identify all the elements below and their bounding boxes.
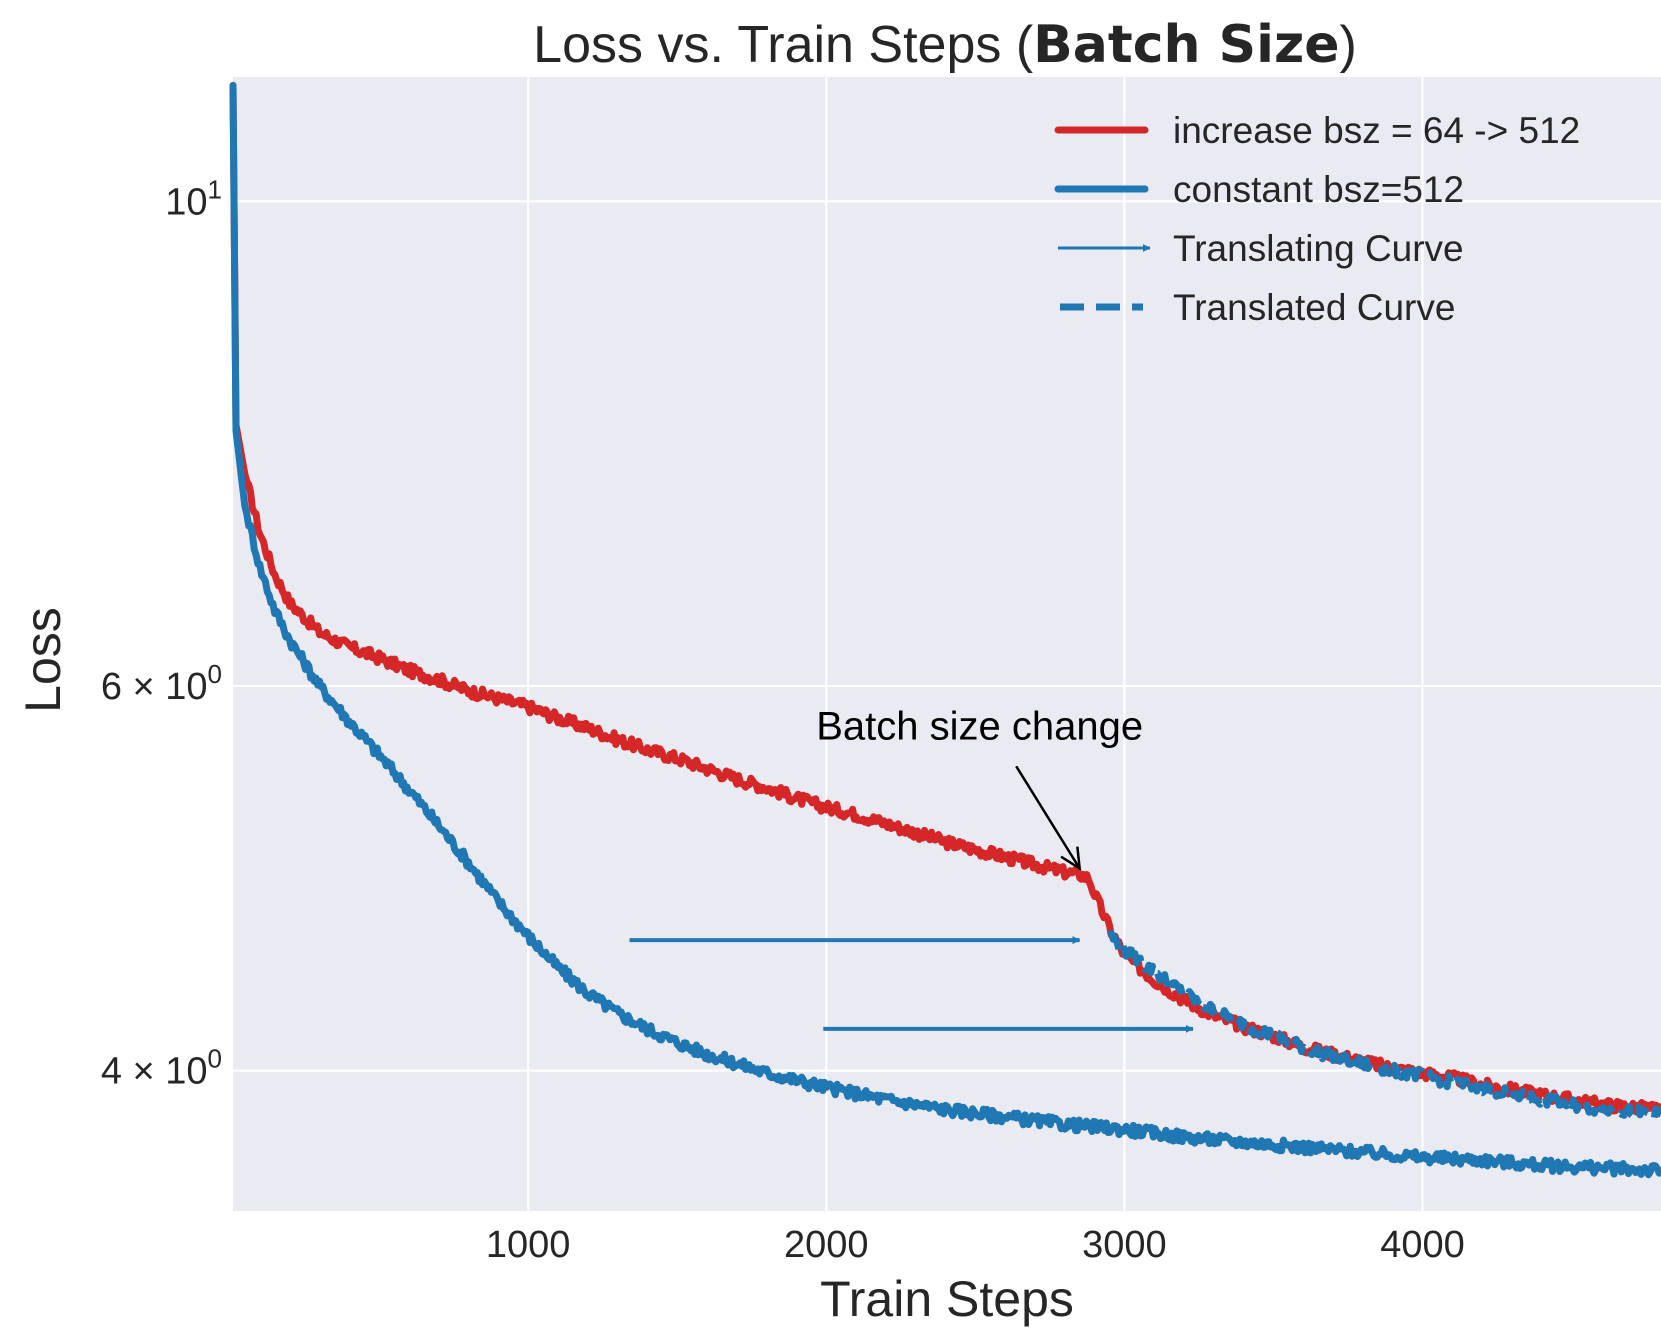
x-tick-label: 2000 [784, 1224, 869, 1266]
y-tick-label: 6 × 100 [101, 659, 222, 708]
chart-title-suffix: ) [1339, 16, 1356, 74]
chart-title-prefix: Loss vs. Train Steps ( [533, 16, 1034, 74]
series-line-increase [229, 81, 1661, 1116]
chart-title: Loss vs. Train Steps (Batch Size) [533, 15, 1357, 75]
translating-arrows [629, 936, 1194, 1033]
y-tick-label: 101 [165, 174, 222, 223]
annotation-text: Batch size change [816, 704, 1143, 748]
series-line-translated [1106, 929, 1661, 1123]
y-axis-label: Loss [15, 607, 71, 713]
y-tick-label: 4 × 100 [101, 1044, 222, 1093]
x-axis-label: Train Steps [820, 1271, 1074, 1327]
x-tick-label: 3000 [1082, 1224, 1167, 1266]
legend-label-increase: increase bsz = 64 -> 512 [1173, 110, 1580, 151]
legend-label-translated: Translated Curve [1173, 287, 1455, 328]
x-tick-label: 4000 [1380, 1224, 1465, 1266]
series-layer [229, 81, 1661, 1179]
annotation-arrow-head [1060, 846, 1082, 871]
annotation-arrow-shaft [1015, 765, 1081, 870]
series-line-constant [229, 81, 1661, 1179]
annotation-layer: Batch size change [816, 704, 1143, 871]
legend-label-translating: Translating Curve [1173, 228, 1464, 269]
tick-labels: 1000 2000 3000 4000 101 6 × 100 4 × 100 [101, 174, 1465, 1266]
x-tick-label: 1000 [486, 1224, 571, 1266]
chart-title-bold: Batch Size [1033, 15, 1339, 75]
legend-label-constant: constant bsz=512 [1173, 169, 1464, 210]
legend: increase bsz = 64 -> 512 constant bsz=51… [1054, 110, 1580, 328]
